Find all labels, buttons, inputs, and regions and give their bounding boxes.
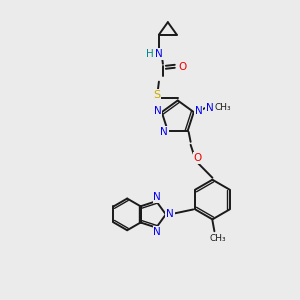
Text: CH₃: CH₃	[209, 234, 226, 243]
Text: N: N	[155, 49, 163, 59]
Text: CH₃: CH₃	[214, 103, 231, 112]
Text: N: N	[166, 209, 174, 219]
Text: N: N	[154, 106, 162, 116]
Text: N: N	[153, 226, 161, 237]
Text: O: O	[178, 62, 187, 72]
Text: S: S	[153, 89, 161, 100]
Text: N: N	[195, 106, 203, 116]
Text: H: H	[146, 49, 154, 59]
Text: O: O	[194, 153, 202, 163]
Text: N: N	[153, 192, 161, 202]
Text: N: N	[160, 127, 168, 137]
Text: N: N	[206, 103, 214, 113]
